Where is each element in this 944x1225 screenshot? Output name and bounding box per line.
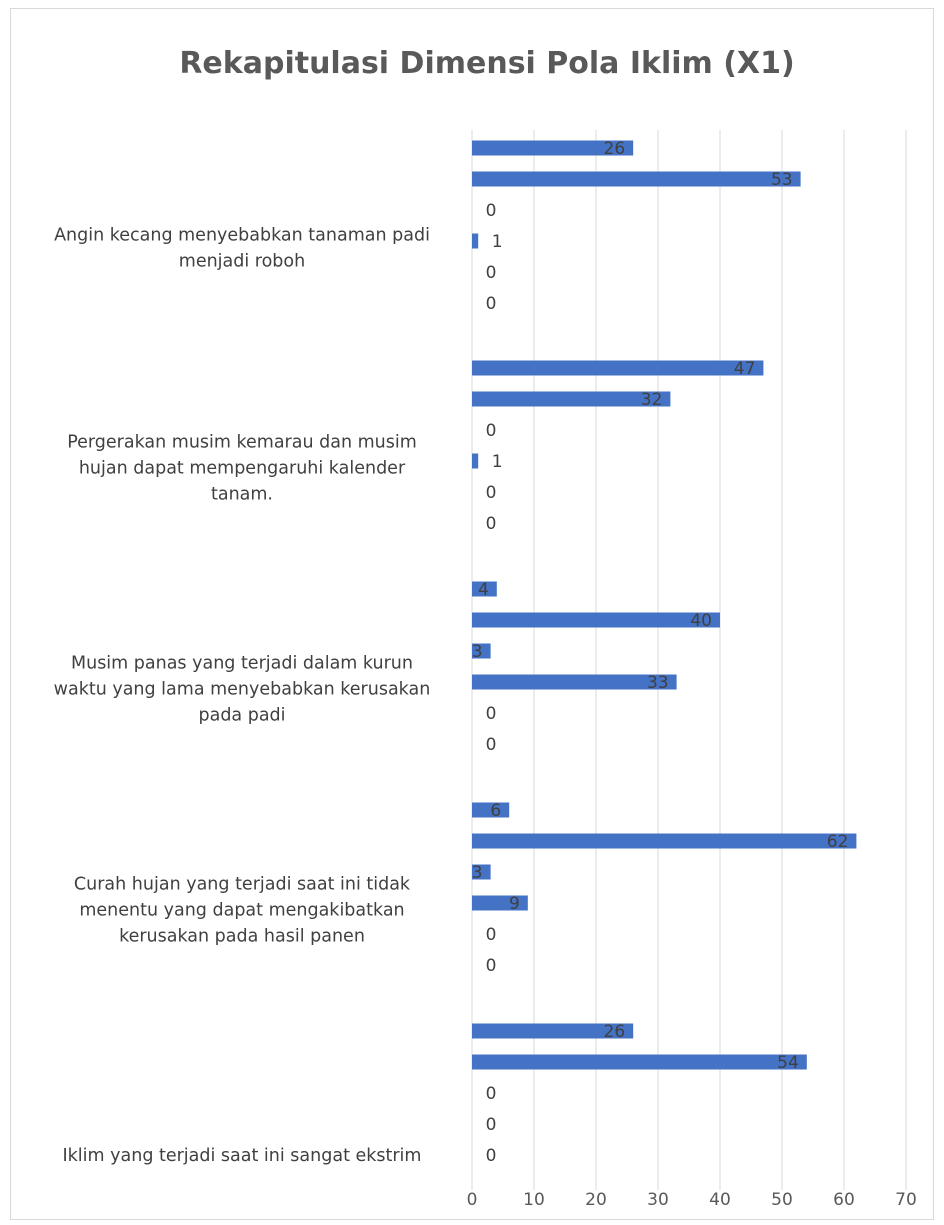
bar-data-label: 3	[472, 863, 483, 883]
bar-data-label: 0	[486, 1115, 497, 1135]
bar	[472, 643, 491, 659]
bar-data-label: 53	[771, 170, 793, 190]
bar-data-label: 0	[486, 735, 497, 755]
bar	[472, 581, 497, 597]
bar-data-label: 1	[492, 452, 503, 472]
x-tick-label: 30	[647, 1190, 669, 1210]
gridlines	[471, 130, 907, 1190]
bar-data-label: 47	[734, 359, 756, 379]
x-tick-label: 40	[709, 1190, 731, 1210]
bar	[472, 171, 801, 187]
bar-data-label: 0	[486, 421, 497, 441]
bar-data-label: 3	[472, 642, 483, 662]
bar-data-label: 0	[486, 1146, 497, 1166]
bar-data-label: 0	[486, 925, 497, 945]
chart-title: Rekapitulasi Dimensi Pola Iklim (X1)	[179, 46, 794, 81]
category-label: Musim panas yang terjadi dalam kurun	[71, 654, 413, 674]
bar	[472, 802, 510, 818]
category-label: Curah hujan yang terjadi saat ini tidak	[74, 875, 411, 895]
x-tick-label: 0	[467, 1190, 478, 1210]
bar	[472, 833, 857, 849]
category-label: Angin kecang menyebabkan tanaman padi	[54, 226, 430, 246]
bar-data-label: 0	[486, 956, 497, 976]
bar-data-label: 54	[777, 1053, 799, 1073]
bar-data-label: 9	[509, 894, 520, 914]
bar-data-label: 0	[486, 294, 497, 314]
bar	[472, 1054, 807, 1070]
category-labels: Angin kecang menyebabkan tanaman padi men…	[54, 226, 431, 1167]
bar	[472, 612, 720, 628]
bar	[472, 453, 479, 469]
bar-data-label: 0	[486, 263, 497, 283]
x-tick-label: 50	[771, 1190, 793, 1210]
bar-data-label: 40	[690, 611, 712, 631]
bar-data-label: 0	[486, 514, 497, 534]
category-label: pada padi	[198, 706, 285, 726]
category-label: kerusakan pada hasil panen	[119, 927, 365, 947]
bar-data-label: 0	[486, 1084, 497, 1104]
bar	[472, 674, 677, 690]
bar-data-label: 0	[486, 201, 497, 221]
category-label: waktu yang lama menyebabkan kerusakan	[54, 680, 431, 700]
category-label: menjadi roboh	[179, 252, 305, 272]
x-axis-tick-labels: 0 10 20 30 40 50 60 70	[467, 1190, 917, 1210]
bar-data-label: 62	[827, 832, 849, 852]
bar	[472, 233, 479, 249]
category-label: Pergerakan musim kemarau dan musim	[67, 433, 417, 453]
bar-data-label: 26	[604, 1022, 626, 1042]
bar-data-label: 0	[486, 704, 497, 724]
bar-data-label: 1	[492, 232, 503, 252]
bar-data-label: 32	[641, 390, 663, 410]
x-tick-label: 20	[585, 1190, 607, 1210]
category-label: Iklim yang terjadi saat ini sangat ekstr…	[63, 1146, 422, 1166]
bar-data-label: 33	[647, 673, 669, 693]
category-label: tanam.	[211, 485, 273, 505]
x-tick-label: 70	[895, 1190, 917, 1210]
bar-data-label: 4	[478, 580, 489, 600]
x-tick-label: 60	[833, 1190, 855, 1210]
bar-data-label: 6	[490, 801, 501, 821]
bar	[472, 391, 671, 407]
bar-data-label: 0	[486, 483, 497, 503]
bar	[472, 864, 491, 880]
bar-data-label: 26	[604, 139, 626, 159]
bar	[472, 895, 528, 911]
bar	[472, 140, 634, 156]
category-label: hujan dapat mempengaruhi kalender	[79, 459, 406, 479]
category-label: menentu yang dapat mengakibatkan	[79, 901, 404, 921]
bars	[472, 140, 857, 1070]
bar	[472, 360, 764, 376]
x-tick-label: 10	[523, 1190, 545, 1210]
bar	[472, 1023, 634, 1039]
